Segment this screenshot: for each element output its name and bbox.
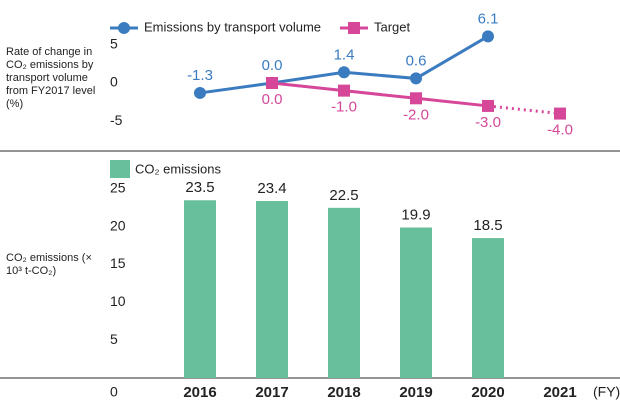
legend-label: CO₂ emissions <box>135 161 221 176</box>
legend-label: Target <box>374 19 411 34</box>
x-tick-label: 2016 <box>183 384 216 401</box>
bar <box>256 201 288 378</box>
series-line <box>271 81 489 108</box>
y-tick-label: 15 <box>110 255 126 271</box>
y-tick-label: 20 <box>110 217 126 233</box>
y-tick-label: 10 <box>110 293 126 309</box>
series-line <box>199 35 489 95</box>
value-label: 6.1 <box>478 10 499 27</box>
point <box>266 77 278 89</box>
bar <box>184 200 216 378</box>
y-tick-label: -5 <box>110 112 123 128</box>
y-tick-label: 0 <box>110 74 118 90</box>
point <box>338 66 350 79</box>
value-label: -1.3 <box>187 67 213 84</box>
point <box>410 92 422 105</box>
value-label: 23.4 <box>257 180 286 197</box>
top-y-label: Rate of change in CO₂ emissions by trans… <box>6 46 96 110</box>
bottom-y-label: CO₂ emissions (× 10³ t-CO₂) <box>6 252 92 277</box>
value-label: 1.4 <box>334 46 355 63</box>
point <box>554 107 566 120</box>
value-label: -4.0 <box>547 122 573 139</box>
x-tick-label: 2018 <box>327 384 360 401</box>
bar <box>400 227 432 378</box>
series-line-dotted <box>487 104 561 116</box>
value-label: -2.0 <box>403 106 429 123</box>
bar <box>472 238 504 378</box>
x-tick-label: 2020 <box>471 384 504 401</box>
y-tick-label: 25 <box>110 180 126 196</box>
y-tick-label: 0 <box>110 384 118 400</box>
legend-marker <box>348 22 360 34</box>
y-tick-label: 5 <box>110 35 118 51</box>
value-label: 18.5 <box>473 217 502 234</box>
value-label: 23.5 <box>185 179 214 196</box>
legend-label: Emissions by transport volume <box>144 19 321 34</box>
value-label: 0.0 <box>262 57 283 74</box>
value-label: -3.0 <box>475 114 501 131</box>
point <box>338 84 350 97</box>
value-label: 19.9 <box>401 206 430 223</box>
x-tick-label: 2017 <box>255 384 288 401</box>
legend-marker <box>118 22 130 34</box>
x-tick-label: 2019 <box>399 384 432 401</box>
value-label: 0.6 <box>406 52 427 69</box>
x-axis-label: (FY) <box>593 384 620 400</box>
y-tick-label: 5 <box>110 331 118 347</box>
value-label: 22.5 <box>329 187 358 204</box>
point <box>410 72 422 85</box>
point <box>482 99 494 112</box>
x-tick-label: 2021 <box>543 384 576 401</box>
point <box>194 86 206 99</box>
point <box>482 30 494 43</box>
value-label: 0.0 <box>262 91 283 108</box>
legend-marker <box>110 160 130 178</box>
value-label: -1.0 <box>331 99 357 116</box>
bar <box>328 207 360 378</box>
